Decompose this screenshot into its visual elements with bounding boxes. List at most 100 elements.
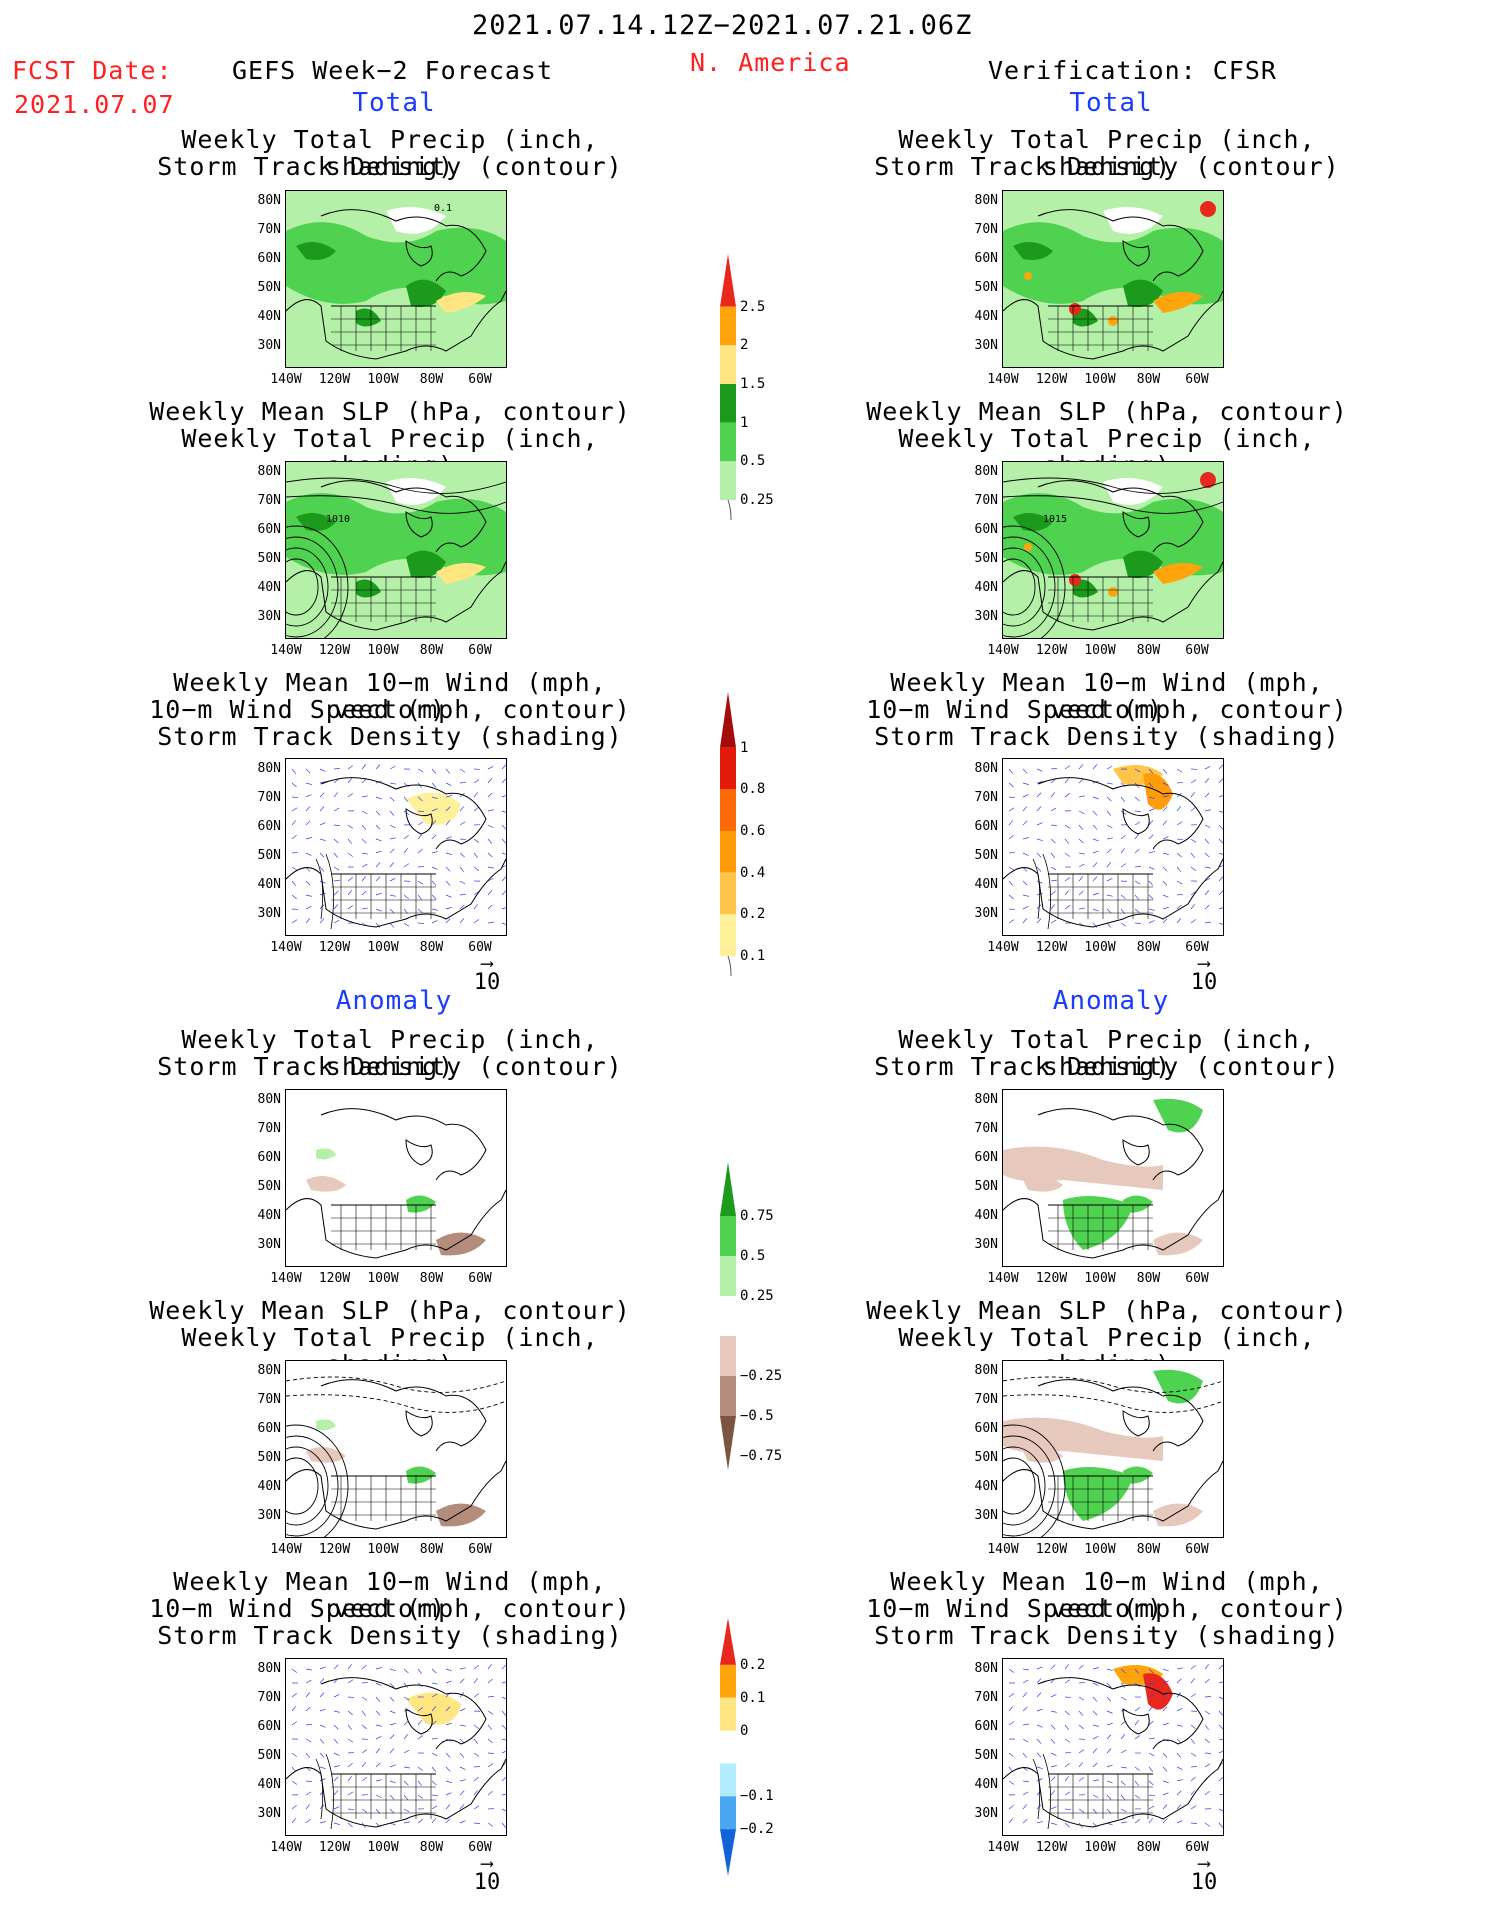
model-title: GEFS Week−2 Forecast <box>232 56 554 85</box>
slp-contour <box>286 1376 506 1393</box>
precip_anom-tick-label: 0.5 <box>740 1248 766 1264</box>
wind-speed-contour <box>1032 853 1051 930</box>
anomaly-dry-shade <box>436 1232 486 1256</box>
anomaly-wet-shade <box>1153 1369 1203 1404</box>
cfsr-r3-lat-label: 60N <box>974 819 998 834</box>
forecast-r4-lat-label: 80N <box>257 1092 281 1107</box>
coastline <box>286 1758 506 1828</box>
precip-shade-dark <box>1013 513 1053 531</box>
precip-shade-high <box>1024 543 1032 551</box>
cfsr-r6-vector-ref-arrow: ⟶ <box>1198 1853 1210 1874</box>
precip-shade-mid <box>1003 222 1223 305</box>
cfsr-r2-lon-label: 100W <box>1084 643 1116 658</box>
forecast-r3-lat-label: 40N <box>257 877 281 892</box>
cfsr-r1-lon-label: 80W <box>1136 372 1161 387</box>
wind-speed-contour <box>1032 1753 1051 1830</box>
precip_anom-tick-label: 0.25 <box>740 1288 774 1304</box>
track_anom-swatch <box>720 1829 736 1876</box>
forecast-r2-lat-label: 60N <box>257 522 281 537</box>
track_anom-swatch <box>720 1763 736 1797</box>
forecast-r5-lat-label: 30N <box>257 1508 281 1523</box>
cfsr-r3-lat-label: 50N <box>974 848 998 863</box>
slp-contour <box>286 495 506 514</box>
forecast-r1-lon-label: 120W <box>318 372 351 387</box>
precip-shade-high <box>436 292 486 313</box>
forecast-r3-vector-ref-arrow: ⟶ <box>481 953 493 974</box>
forecast-r2-lon-label: 100W <box>367 643 399 658</box>
coastline <box>1037 480 1204 553</box>
forecast-r4-lat-label: 30N <box>257 1237 281 1252</box>
forecast-r5-lon-label: 100W <box>367 1542 399 1557</box>
cfsr-r2-lon-label: 140W <box>987 643 1019 658</box>
forecast-r5-lat-label: 60N <box>257 1421 281 1436</box>
precip-shade-dark <box>406 550 446 578</box>
cfsr-r2-lat-label: 30N <box>974 609 998 624</box>
map-canvas: 0.1 <box>286 191 506 367</box>
cfsr-r3-lon-label: 80W <box>1136 940 1161 955</box>
cfsr-r1-section-label: Total <box>1069 88 1153 118</box>
cfsr-r5-lat-label: 50N <box>974 1450 998 1465</box>
map-canvas <box>286 1664 506 1830</box>
forecast-r2-map-slp_precip: 1010 <box>285 461 507 639</box>
cfsr-r3-vector-ref-label: 10 <box>1190 970 1218 995</box>
cfsr-r5-title-line-1: Weekly Mean SLP (hPa, contour) <box>866 1296 1348 1325</box>
cfsr-r2-lat-label: 50N <box>974 551 998 566</box>
forecast-r3-title-line-2: 10−m Wind Speed (mph, contour) <box>149 695 631 724</box>
forecast-r1-lon-label: 140W <box>270 372 302 387</box>
cfsr-r3-lon-label: 120W <box>1035 940 1068 955</box>
cfsr-r5-lon-label: 120W <box>1035 1542 1068 1557</box>
forecast-r5-lat-label: 40N <box>257 1479 281 1494</box>
hudson-bay-coast <box>1122 1708 1150 1735</box>
slp-contour <box>1003 547 1046 627</box>
forecast-r6-lat-label: 60N <box>257 1719 281 1734</box>
anomaly-dry-shade <box>306 1176 346 1192</box>
verification-title: Verification: CFSR <box>988 56 1277 85</box>
forecast-r6-title-line-2: 10−m Wind Speed (mph, contour) <box>149 1594 631 1623</box>
cfsr-r2-lat-label: 80N <box>974 464 998 479</box>
precip-shade-dark <box>1123 279 1163 307</box>
coastline <box>320 480 487 553</box>
forecast-r1-lon-label: 100W <box>367 372 399 387</box>
hudson-bay-coast <box>1122 808 1150 835</box>
cfsr-r6-lat-label: 50N <box>974 1748 998 1763</box>
precip-shade-max <box>1069 574 1081 586</box>
cfsr-r4-lon-label: 120W <box>1035 1271 1068 1286</box>
forecast-r2-lat-label: 40N <box>257 580 281 595</box>
anomaly-wet-shade <box>316 1419 336 1431</box>
cfsr-r5-lat-label: 70N <box>974 1392 998 1407</box>
forecast-r6-lon-label: 60W <box>468 1840 492 1855</box>
forecast-r6-lon-label: 100W <box>367 1840 399 1855</box>
slp-contour <box>1003 1457 1036 1515</box>
coastline <box>1003 1758 1223 1828</box>
cfsr-r3-lon-label: 140W <box>987 940 1019 955</box>
map-canvas <box>286 1376 506 1537</box>
track_anom-tick-label: 0.2 <box>740 1656 766 1673</box>
region-title: N. America <box>690 48 851 77</box>
forecast-r1-lat-label: 80N <box>257 193 281 208</box>
precip-shade-none <box>1103 207 1163 234</box>
forecast-r1-title-line-2: Storm Track Density (contour) <box>157 152 623 181</box>
cfsr-r6-title-line-2: 10−m Wind Speed (mph, contour) <box>866 1594 1348 1623</box>
cfsr-r2-lat-label: 40N <box>974 580 998 595</box>
precip-shade-max <box>1200 472 1216 488</box>
forecast-r2-lat-label: 30N <box>257 609 281 624</box>
forecast-r3-lat-label: 70N <box>257 790 281 805</box>
cfsr-r4-title-line-1: Weekly Total Precip (inch, shading) <box>898 1025 1316 1081</box>
cfsr-r1-lon-label: 120W <box>1035 372 1068 387</box>
forecast-r6-title-line-3: Storm Track Density (shading) <box>157 1621 623 1650</box>
coastline <box>1037 1108 1204 1181</box>
forecast-r2-lon-label: 140W <box>270 643 302 658</box>
cfsr-r5-lat-label: 60N <box>974 1421 998 1436</box>
slp-contour <box>286 1457 319 1515</box>
track_total-tick-label: 0.6 <box>740 823 766 839</box>
anomaly-dry-shade <box>436 1503 486 1527</box>
forecast-r4-section-label: Anomaly <box>335 986 453 1016</box>
forecast-r4-title-line-2: Storm Track Density (contour) <box>157 1052 623 1081</box>
forecast-r4-lon-label: 60W <box>468 1271 492 1286</box>
slp-contour <box>1003 1394 1223 1413</box>
track_total-tick-label: 0.4 <box>740 864 766 881</box>
slp-contour <box>1003 1424 1066 1537</box>
cfsr-r4-lon-label: 140W <box>987 1271 1019 1286</box>
slp-contour <box>286 477 506 494</box>
cfsr-r6-lon-label: 140W <box>987 1840 1019 1855</box>
